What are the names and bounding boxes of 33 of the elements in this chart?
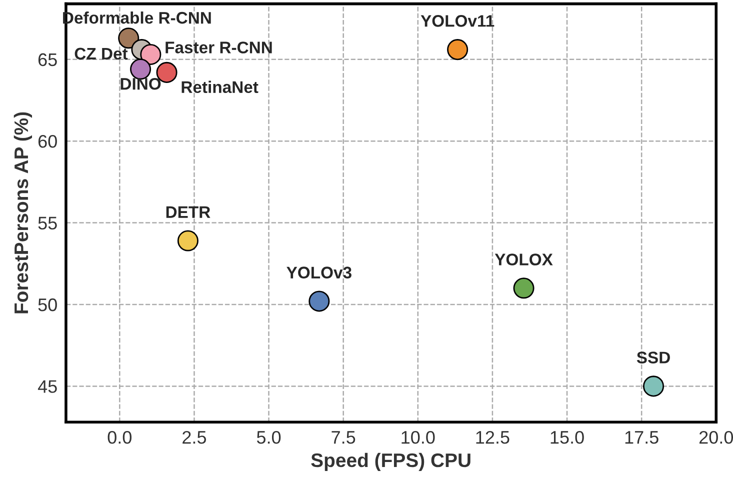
x-tick-label: 2.5 [182,430,206,444]
y-tick-label: 50 [38,298,57,312]
x-axis-title: Speed (FPS) CPU [311,452,470,471]
series-label: YOLOX [494,254,553,266]
point [513,278,534,299]
x-tick-label: 0.0 [108,430,132,444]
y-tick-label: 55 [38,216,57,230]
x-tick-label: 20.0 [699,430,733,444]
x-tick-label: 5.0 [256,430,281,444]
y-axis-title: ForestPersons AP (%) [14,112,32,314]
point [118,28,140,49]
series-label: DETR [166,206,210,218]
series-label: YOLOv11 [420,15,494,27]
point [308,290,330,312]
series-label: Faster R-CNN [166,42,272,54]
series-label: CZ Det [74,48,128,60]
series-label: YOLOv3 [286,266,352,279]
x-tick-label: 12.5 [476,430,510,444]
point [140,44,162,65]
x-tick-label: 17.5 [625,431,658,444]
x-tick-label: 10.0 [402,430,435,444]
x-tick-label: 7.5 [332,431,356,444]
point [447,39,468,60]
point [177,230,198,252]
point [130,58,152,80]
point [642,376,664,397]
series-label: DINO [120,78,161,90]
series-label: RetinaNet [182,80,258,94]
series-label: SSD [636,352,670,364]
y-tick-label: 60 [38,135,57,148]
x-tick-label: 15.0 [550,430,584,444]
y-tick-label: 65 [38,53,57,66]
y-tick-label: 45 [38,380,57,393]
